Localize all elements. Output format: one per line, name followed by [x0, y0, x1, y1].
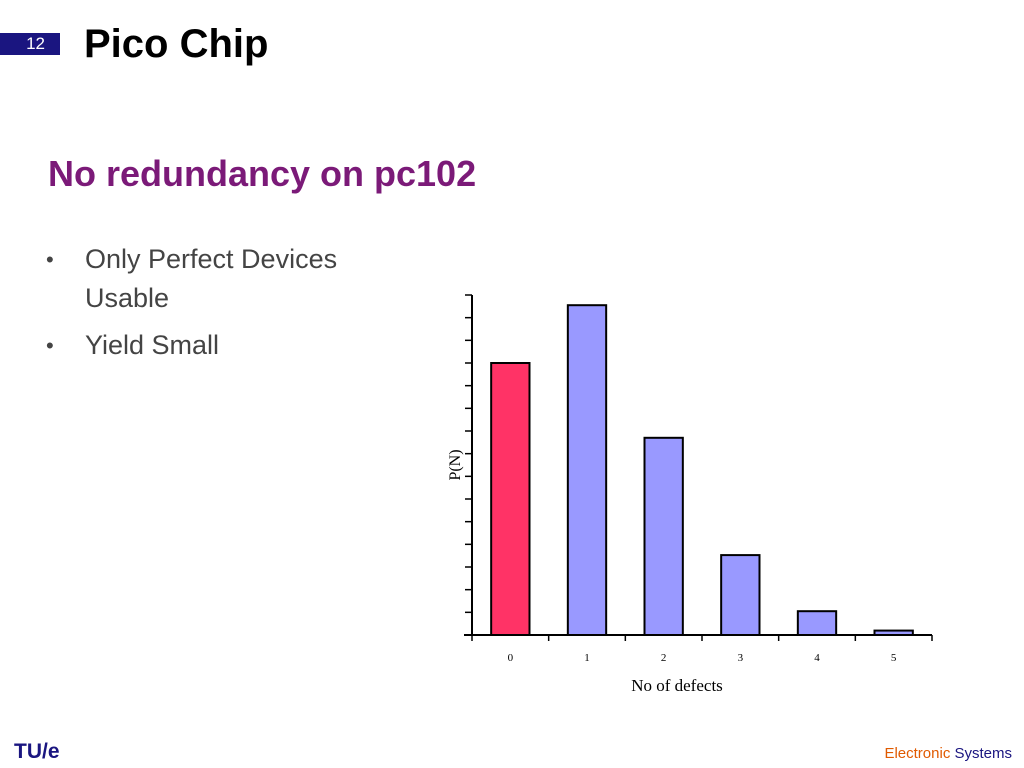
- x-tick-label: 1: [584, 652, 590, 664]
- bullet-text: Yield Small: [85, 330, 220, 360]
- slide-subtitle: No redundancy on pc102: [48, 153, 477, 194]
- bullet-marker: •: [46, 247, 54, 272]
- bar-2: [643, 436, 684, 636]
- bullet-marker: •: [46, 333, 54, 358]
- tue-logo: TU/e: [14, 740, 60, 763]
- slide-title: Pico Chip: [84, 22, 269, 66]
- bar-1: [566, 304, 608, 636]
- slide-number: 12: [0, 33, 60, 55]
- bar-4: [796, 610, 838, 637]
- x-tick-label: 5: [891, 652, 897, 664]
- bullet-text: Only Perfect Devices Usable: [85, 244, 338, 313]
- bar-3: [720, 554, 761, 637]
- footer-brand: Electronic Systems: [884, 745, 1012, 762]
- x-tick-label: 0: [508, 652, 514, 664]
- x-tick-label: 4: [814, 652, 820, 664]
- x-tick-label: 3: [738, 652, 744, 664]
- bar-5: [873, 629, 914, 636]
- footer-brand-word-2: Systems: [954, 745, 1012, 762]
- bullet-item: • Yield Small: [44, 326, 424, 365]
- footer-brand-word-1: Electronic: [884, 745, 951, 762]
- bullet-list: • Only Perfect Devices Usable • Yield Sm…: [44, 240, 424, 373]
- defects-bar-chart: 0 1 2 3 4 5 No of defects P(N): [447, 294, 933, 695]
- bar-0: [490, 362, 531, 636]
- x-tick-label: 2: [661, 652, 667, 664]
- y-axis-title: P(N): [447, 449, 464, 480]
- bullet-item: • Only Perfect Devices Usable: [44, 240, 424, 318]
- x-axis-title: No of defects: [631, 676, 723, 695]
